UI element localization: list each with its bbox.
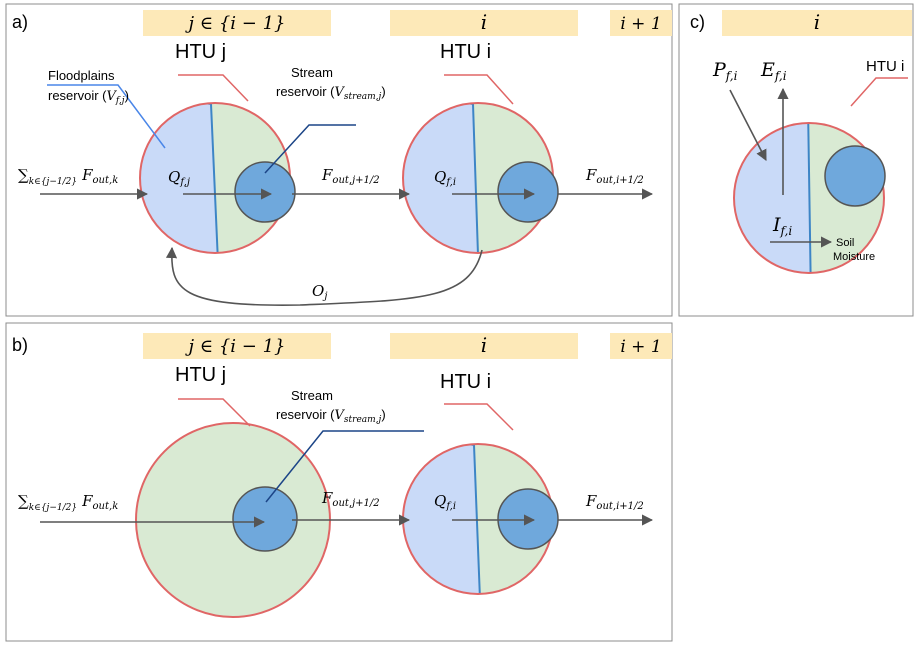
htu-i-b-label: HTU i <box>440 371 491 393</box>
htu-j-b-label: HTU j <box>175 364 226 386</box>
evap-label: Ef,i <box>760 59 787 83</box>
header-i <box>390 10 578 36</box>
f-i-b-label: Fout,i+1/2 <box>585 492 644 512</box>
floodplains-label-1: Floodplains <box>48 68 115 83</box>
stream-label-2: reservoir (Vstream,j) <box>276 84 386 102</box>
stream-b-label-1: Stream <box>291 388 333 403</box>
htu-i <box>402 102 559 254</box>
panel-b-border <box>5 322 673 642</box>
soil-moisture-label-1: Soil <box>836 237 854 249</box>
o-j-return-arrow <box>165 246 483 306</box>
header-j <box>143 10 331 36</box>
htu-j-label-line <box>178 74 249 102</box>
q-i-b-label: Qf,i <box>434 492 456 512</box>
header-next <box>610 10 672 36</box>
header-j-text: j ∈ {i − 1} <box>185 13 286 34</box>
stream-reservoir-j-b <box>232 486 298 552</box>
floodplains-label-2: reservoir (Vf,j) <box>48 88 129 106</box>
inflow-label-b: ∑k∈{j−1/2} Fout,k <box>18 492 118 513</box>
htu-j-label: HTU j <box>175 41 226 63</box>
stream-reservoir-i <box>497 161 559 223</box>
header-i-b <box>390 333 578 359</box>
htu-i-b-label-line <box>444 403 514 431</box>
htu-i-b <box>402 443 559 595</box>
f-j-b-label: Fout,j+1/2 <box>321 489 380 509</box>
infiltration-label: If,i <box>772 214 792 238</box>
panel-c-border <box>678 3 914 317</box>
precip-arrow <box>729 89 767 161</box>
o-j-label: Oj <box>312 282 327 302</box>
stream-reservoir-c <box>824 145 886 207</box>
panel-b: b) j ∈ {i − 1} i i + 1 HTU j HTU i Strea… <box>5 322 673 642</box>
header-i-c <box>722 10 912 36</box>
panel-c-tag: c) <box>690 12 705 32</box>
soil-moisture-label-2: Moisture <box>833 251 875 263</box>
header-j-b-text: j ∈ {i − 1} <box>185 336 286 357</box>
htu-i-label-line <box>444 74 514 105</box>
htu-i-label: HTU i <box>440 41 491 63</box>
htu-c-label: HTU i <box>866 58 904 75</box>
floodplains-label-line <box>47 84 166 149</box>
f-i-label: Fout,i+1/2 <box>585 166 644 186</box>
htu-j-b <box>135 422 331 618</box>
header-i-c-text: i <box>814 10 820 34</box>
htu-i-c <box>733 122 886 274</box>
stream-reservoir-i-b <box>497 488 559 550</box>
header-j-b <box>143 333 331 359</box>
panel-a-border <box>5 3 673 317</box>
header-next-b-text: i + 1 <box>620 337 661 357</box>
stream-label-1: Stream <box>291 65 333 80</box>
header-next-b <box>610 333 672 359</box>
inflow-label-a: ∑k∈{j−1/2} Fout,k <box>18 166 118 187</box>
q-i-label: Qf,i <box>434 168 456 188</box>
panel-a: a) j ∈ {i − 1} i i + 1 <box>5 3 673 317</box>
htu-j <box>139 102 296 254</box>
panel-b-tag: b) <box>12 335 28 355</box>
panel-a-tag: a) <box>12 12 28 32</box>
stream-b-label-2: reservoir (Vstream,j) <box>276 407 386 425</box>
q-j-label: Qf,j <box>168 168 190 188</box>
header-i-text: i <box>481 10 487 34</box>
precip-label: Pf,i <box>712 59 738 83</box>
htu-c-label-line <box>850 77 908 107</box>
header-i-b-text: i <box>481 333 487 357</box>
stream-label-line <box>264 124 356 174</box>
panel-c: c) i HTU i Pf,i Ef,i If,i Soil Moisture <box>678 3 914 317</box>
htu-j-b-label-line <box>178 398 251 427</box>
stream-b-label-line <box>265 430 424 503</box>
header-next-text: i + 1 <box>620 14 661 34</box>
f-j-label: Fout,j+1/2 <box>321 166 380 186</box>
stream-reservoir-j <box>234 161 296 223</box>
